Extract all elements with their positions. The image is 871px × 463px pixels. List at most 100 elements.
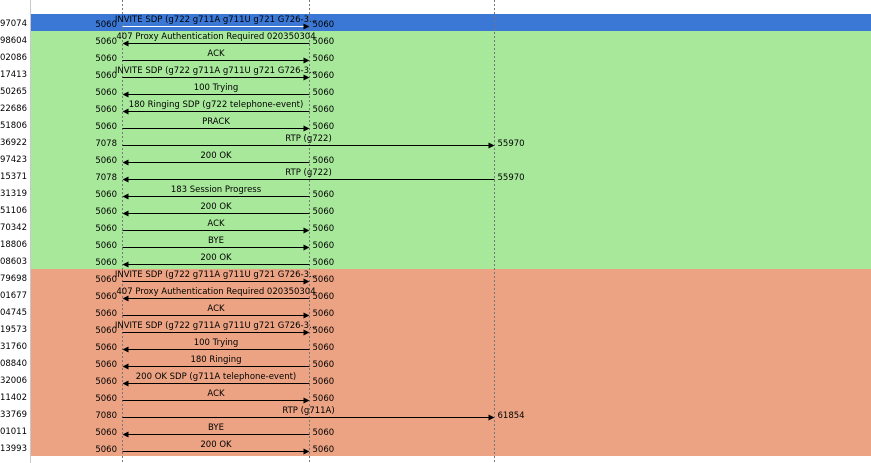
message-row[interactable]: 33769 7080 61854 RTP (g711A) — [0, 406, 525, 421]
dest-port: 5060 — [313, 445, 335, 455]
source-port: 5060 — [95, 309, 117, 319]
time: 97423 — [0, 155, 27, 165]
call-row[interactable] — [30, 167, 871, 184]
message-row[interactable]: 97423 5060 5060 200 OK — [0, 151, 334, 166]
message-row[interactable]: 32006 5060 5060 200 OK SDP (g711A telephone… — [0, 372, 334, 387]
message-row[interactable]: 31319 5060 5060 183 Session Progress — [0, 185, 334, 200]
message-row[interactable]: 31760 5060 5060 100 Trying — [0, 338, 334, 353]
message-label: ACK — [207, 389, 225, 399]
time: 32006 — [0, 376, 27, 386]
source-port: 5060 — [95, 394, 117, 404]
dest-port: 55970 — [498, 139, 525, 149]
source-port: 5060 — [95, 156, 117, 166]
dest-port: 5060 — [313, 360, 335, 370]
message-label: 100 Trying — [194, 83, 239, 93]
message-label: ACK — [207, 49, 225, 59]
time: 98604 — [0, 36, 27, 46]
message-label: INVITE SDP (g722 g711A g711U g721 G726-3… — [115, 15, 317, 25]
dest-port: 61854 — [498, 411, 525, 421]
time: 02086 — [0, 53, 27, 63]
call-row[interactable] — [30, 116, 871, 133]
message-row[interactable]: 22686 5060 5060 180 Ringing SDP (g722 telep… — [0, 100, 334, 115]
time: 22686 — [0, 104, 27, 114]
call-row[interactable] — [30, 252, 871, 269]
message-label: 407 Proxy Authentication Required 020350… — [116, 32, 315, 42]
source-port: 5060 — [95, 343, 117, 353]
call-row[interactable] — [30, 439, 871, 456]
source-port: 7078 — [95, 173, 117, 183]
call-row[interactable] — [30, 48, 871, 65]
time: 51106 — [0, 206, 27, 216]
message-label: 180 Ringing SDP (g722 telephone-event) — [129, 100, 304, 110]
call-row[interactable] — [30, 150, 871, 167]
dest-port: 5060 — [313, 190, 335, 200]
dest-port: 5060 — [313, 241, 335, 251]
message-row[interactable]: 18806 5060 5060 BYE — [0, 236, 334, 251]
call-row[interactable] — [30, 184, 871, 201]
time: 19573 — [0, 325, 27, 335]
message-label: RTP (g722) — [285, 168, 332, 178]
dest-port: 5060 — [313, 309, 335, 319]
call-row[interactable] — [30, 133, 871, 150]
call-row[interactable] — [30, 82, 871, 99]
time: 31319 — [0, 189, 27, 199]
dest-port: 5060 — [313, 54, 335, 64]
message-row[interactable]: 04745 5060 5060 ACK — [0, 304, 334, 319]
dest-port: 5060 — [313, 275, 335, 285]
source-port: 5060 — [95, 122, 117, 132]
source-port: 5060 — [95, 428, 117, 438]
call-row[interactable] — [30, 201, 871, 218]
source-port: 5060 — [95, 20, 117, 30]
time: 04745 — [0, 308, 27, 318]
message-row[interactable]: 08603 5060 5060 200 OK — [0, 253, 334, 268]
message-label: 407 Proxy Authentication Required 020350… — [116, 287, 315, 297]
message-label: 200 OK — [200, 151, 232, 161]
message-row[interactable]: 51806 5060 5060 PRACK — [0, 117, 334, 132]
time: 97074 — [0, 19, 27, 29]
dest-port: 5060 — [313, 20, 335, 30]
message-label: BYE — [208, 423, 224, 433]
message-row[interactable]: 51106 5060 5060 200 OK — [0, 202, 334, 217]
message-row[interactable]: 13993 5060 5060 200 OK — [0, 440, 334, 455]
dest-port: 5060 — [313, 343, 335, 353]
dest-port: 5060 — [313, 71, 335, 81]
call-row[interactable] — [30, 337, 871, 354]
message-row[interactable]: 08840 5060 5060 180 Ringing — [0, 355, 334, 370]
message-row[interactable]: 01011 5060 5060 BYE — [0, 423, 334, 438]
source-port: 5060 — [95, 71, 117, 81]
message-label: INVITE SDP (g722 g711A g711U g721 G726-3… — [115, 66, 317, 76]
source-port: 5060 — [95, 275, 117, 285]
source-port: 5060 — [95, 190, 117, 200]
call-row[interactable] — [30, 218, 871, 235]
source-port: 5060 — [95, 326, 117, 336]
source-port: 5060 — [95, 88, 117, 98]
message-label: INVITE SDP (g722 g711A g711U g721 G726-3… — [115, 270, 317, 280]
call-row[interactable] — [30, 388, 871, 405]
message-row[interactable]: 50265 5060 5060 100 Trying — [0, 83, 334, 98]
call-row[interactable] — [30, 422, 871, 439]
source-port: 7078 — [95, 139, 117, 149]
source-port: 5060 — [95, 445, 117, 455]
call-row[interactable] — [30, 303, 871, 320]
message-row[interactable]: 36922 7078 55970 RTP (g722) — [0, 134, 525, 149]
message-label: RTP (g711A) — [282, 406, 334, 416]
message-row[interactable]: 02086 5060 5060 ACK — [0, 49, 334, 64]
call-row[interactable] — [30, 405, 871, 422]
message-row[interactable]: 11402 5060 5060 ACK — [0, 389, 334, 404]
source-port: 5060 — [95, 224, 117, 234]
call-row[interactable] — [30, 354, 871, 371]
source-port: 5060 — [95, 54, 117, 64]
message-row[interactable]: 70342 5060 5060 ACK — [0, 219, 334, 234]
call-row[interactable] — [30, 235, 871, 252]
dest-port: 5060 — [313, 156, 335, 166]
dest-port: 5060 — [313, 394, 335, 404]
source-port: 5060 — [95, 241, 117, 251]
message-row[interactable]: 15371 7078 55970 RTP (g722) — [0, 168, 525, 183]
time: 50265 — [0, 87, 27, 97]
